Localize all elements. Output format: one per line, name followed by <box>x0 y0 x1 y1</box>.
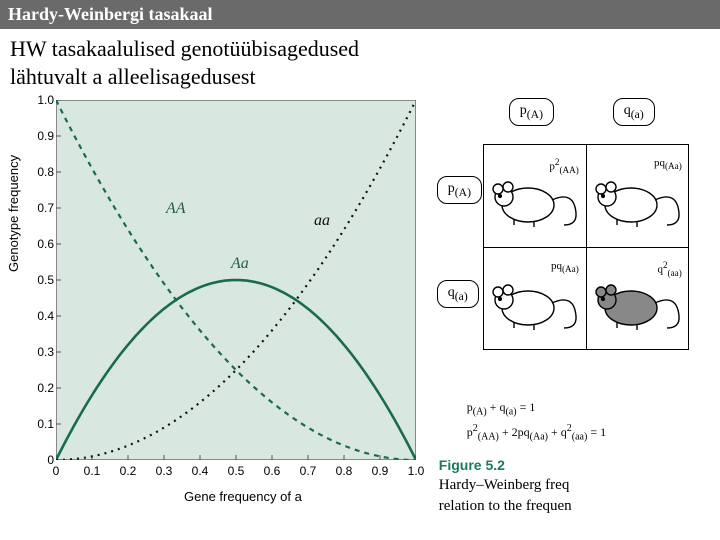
x-tick: 0.4 <box>192 464 209 478</box>
x-tick: 0.7 <box>300 464 317 478</box>
y-tick: 1.0 <box>37 93 54 107</box>
x-tick: 1.0 <box>408 464 425 478</box>
x-tick: 0.2 <box>120 464 137 478</box>
y-tick: 0.5 <box>37 273 54 287</box>
subtitle-line2: lähtuvalt a alleelisagedusest <box>10 64 256 89</box>
chart-svg <box>56 100 416 460</box>
y-tick: 0.2 <box>37 381 54 395</box>
y-tick: 0.4 <box>37 309 54 323</box>
x-tick: 0.3 <box>156 464 173 478</box>
punnett-square: p(A) q(a) p(A) q(a) p2(AA) pq(Aa) <box>437 94 697 394</box>
x-tick: 0.8 <box>336 464 353 478</box>
cell-Aa-2: pq(Aa) <box>484 248 587 351</box>
row-header-q: q(a) <box>437 280 479 308</box>
y-tick: 0.3 <box>37 345 54 359</box>
col-header-p: p(A) <box>509 98 554 126</box>
x-tick: 0.5 <box>228 464 245 478</box>
y-tick: 0.7 <box>37 201 54 215</box>
curve-label-AA: AA <box>166 200 186 218</box>
punnett-grid: p2(AA) pq(Aa) pq(Aa) q2(aa) <box>483 144 689 350</box>
hw-chart: Genotype frequency Gene frequency of a 0… <box>4 92 433 512</box>
y-tick: 0.8 <box>37 165 54 179</box>
cell-Aa-1: pq(Aa) <box>587 145 690 248</box>
header-bar: Hardy-Weinbergi tasakaal <box>0 0 720 29</box>
subtitle-line1: HW tasakaalulised genotüübisagedused <box>10 36 359 61</box>
x-tick: 0.6 <box>264 464 281 478</box>
figure-text-1: Hardy–Weinberg freq <box>439 475 716 496</box>
equation-2: p2(AA) + 2pq(Aa) + q2(aa) = 1 <box>467 423 716 442</box>
content-row: Genotype frequency Gene frequency of a 0… <box>0 92 720 517</box>
y-tick: 0.1 <box>37 417 54 431</box>
x-tick: 0.9 <box>372 464 389 478</box>
x-axis-label: Gene frequency of a <box>184 489 302 504</box>
cell-AA: p2(AA) <box>484 145 587 248</box>
curve-label-aa: aa <box>314 212 330 230</box>
figure-title: Figure 5.2 <box>439 457 716 473</box>
curve-label-Aa: Aa <box>231 255 249 273</box>
x-tick: 0.1 <box>84 464 101 478</box>
cell-aa: q2(aa) <box>587 248 690 351</box>
y-tick: 0.9 <box>37 129 54 143</box>
equation-1: p(A) + q(a) = 1 <box>467 400 716 417</box>
row-header-p: p(A) <box>437 176 482 204</box>
right-panel: p(A) q(a) p(A) q(a) p2(AA) pq(Aa) <box>437 92 716 517</box>
y-axis-label: Genotype frequency <box>6 155 21 272</box>
figure-text-2: relation to the frequen <box>439 496 716 517</box>
x-tick: 0 <box>53 464 60 478</box>
col-header-q: q(a) <box>613 98 655 126</box>
subtitle: HW tasakaalulised genotüübisagedused läh… <box>0 29 720 92</box>
header-title: Hardy-Weinbergi tasakaal <box>8 4 213 24</box>
y-tick: 0.6 <box>37 237 54 251</box>
